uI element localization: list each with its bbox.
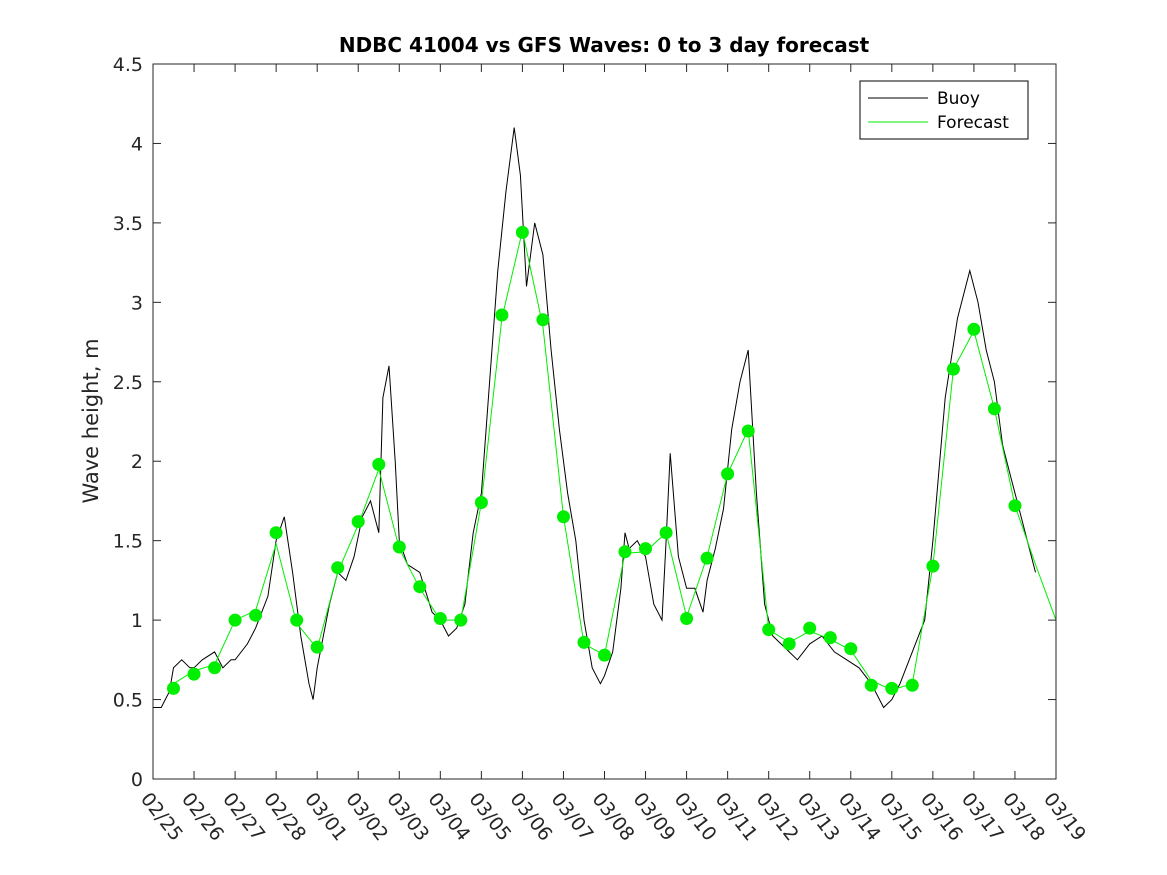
forecast-marker [885, 681, 899, 695]
legend-forecast-label: Forecast [937, 113, 1009, 133]
forecast-marker [864, 678, 878, 692]
forecast-marker [905, 678, 919, 692]
forecast-marker [967, 322, 981, 336]
y-tick-label: 4 [131, 133, 143, 155]
forecast-marker [823, 631, 837, 645]
forecast-marker [803, 621, 817, 635]
forecast-marker [413, 580, 427, 594]
forecast-marker [721, 467, 735, 481]
forecast-marker [926, 559, 940, 573]
y-tick-label: 2 [131, 451, 143, 473]
forecast-marker [167, 681, 180, 695]
forecast-marker [392, 540, 406, 554]
forecast-marker [639, 542, 652, 556]
forecast-marker [598, 648, 611, 662]
forecast-marker [577, 635, 591, 649]
forecast-marker [208, 661, 222, 675]
y-tick-label: 3.5 [113, 213, 143, 235]
forecast-marker [1008, 499, 1022, 513]
y-tick-label: 3 [131, 292, 143, 314]
forecast-marker [454, 613, 468, 627]
forecast-marker [782, 637, 796, 651]
forecast-marker [844, 642, 858, 656]
forecast-marker [762, 623, 776, 637]
forecast-marker [946, 362, 960, 376]
forecast-marker [536, 313, 550, 327]
forecast-marker [474, 496, 488, 509]
forecast-marker [659, 526, 673, 540]
forecast-marker [495, 308, 509, 322]
legend: Buoy Forecast [859, 80, 1029, 140]
forecast-marker [700, 551, 714, 565]
forecast-marker [269, 526, 283, 540]
forecast-marker [741, 424, 755, 438]
forecast-marker [228, 613, 242, 627]
forecast-marker [249, 608, 263, 622]
forecast-marker [680, 612, 694, 625]
marker-layer [167, 225, 1022, 695]
forecast-marker [987, 402, 1001, 416]
y-tick-label: 1.5 [113, 531, 143, 553]
forecast-marker [351, 515, 365, 529]
forecast-marker [433, 612, 447, 625]
forecast-marker [290, 613, 304, 627]
y-tick-label: 0.5 [113, 690, 143, 712]
forecast-marker [372, 457, 386, 471]
y-tick-label: 2.5 [113, 372, 143, 394]
forecast-marker [187, 667, 201, 681]
forecast-marker [618, 545, 632, 559]
forecast-marker [310, 640, 324, 654]
legend-box [859, 80, 1029, 140]
forecast-marker [557, 510, 570, 524]
legend-buoy-label: Buoy [937, 89, 980, 109]
chart-title: NDBC 41004 vs GFS Waves: 0 to 3 day fore… [339, 33, 870, 57]
y-tick-label: 0 [131, 769, 143, 791]
y-tick-label: 4.5 [113, 54, 143, 76]
y-axis-label: Wave height, m [79, 338, 103, 503]
forecast-marker [515, 225, 529, 239]
forecast-marker [331, 561, 345, 575]
y-tick-label: 1 [131, 610, 143, 632]
